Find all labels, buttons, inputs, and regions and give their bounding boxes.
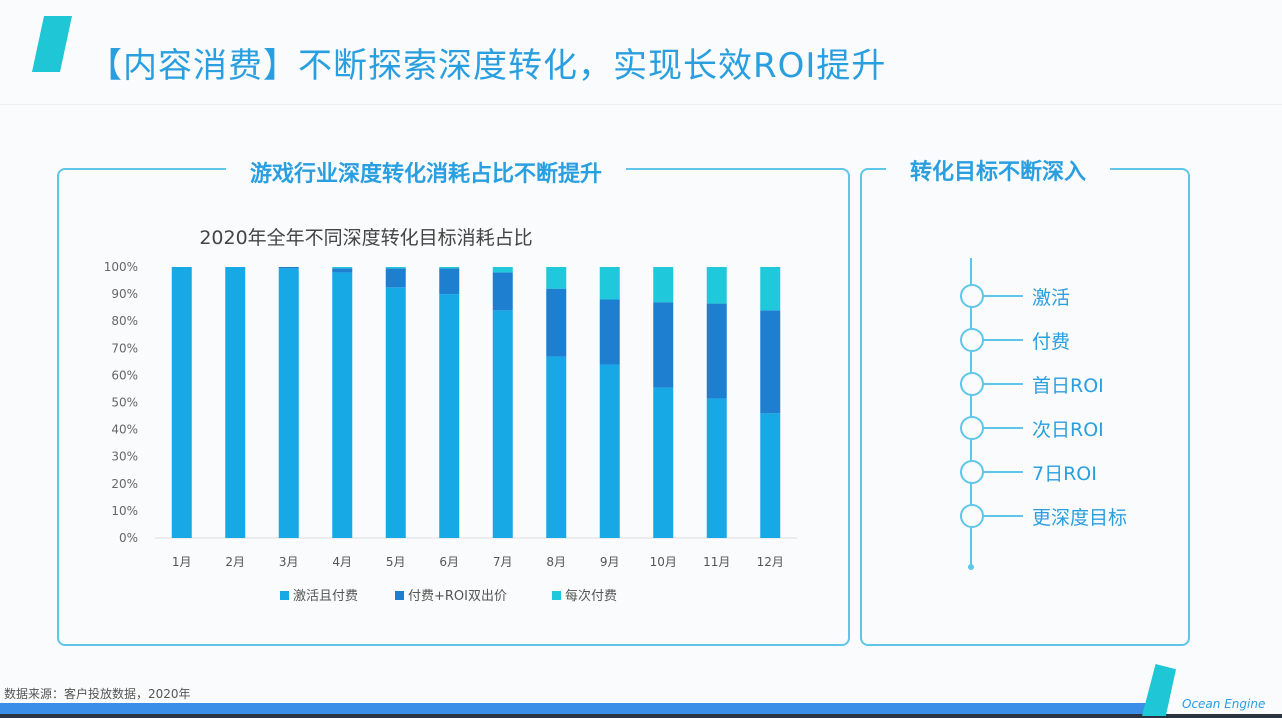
y-tick-label: 10% — [111, 504, 138, 518]
x-tick-label: 1月 — [172, 555, 192, 569]
x-tick-label: 3月 — [279, 555, 299, 569]
brand-logo-shape — [1142, 664, 1176, 716]
y-tick-label: 100% — [104, 260, 138, 274]
bar-segment — [706, 267, 727, 304]
y-tick-label: 60% — [111, 368, 138, 382]
bar-segment — [706, 303, 727, 399]
timeline-label: 次日ROI — [1032, 419, 1104, 441]
legend-swatch — [552, 591, 561, 600]
bar-segment — [653, 302, 674, 388]
bar-segment — [546, 267, 567, 289]
bar-segment — [760, 267, 781, 311]
timeline-label: 更深度目标 — [1032, 507, 1128, 529]
timeline-label: 激活 — [1032, 287, 1071, 309]
timeline-connector — [983, 339, 1023, 341]
y-tick-label: 30% — [111, 450, 138, 464]
x-tick-label: 5月 — [386, 555, 406, 569]
legend-swatch — [280, 591, 289, 600]
right-panel-title: 转化目标不断深入 — [886, 154, 1111, 186]
timeline-connector — [983, 515, 1023, 517]
timeline-connector — [983, 427, 1023, 429]
chart-title: 2020年全年不同深度转化目标消耗占比 — [199, 227, 532, 249]
y-tick-label: 0% — [119, 531, 138, 545]
x-tick-label: 10月 — [650, 555, 677, 569]
bar-segment — [439, 267, 460, 269]
data-source: 数据来源：客户投放数据，2020年 — [4, 687, 191, 701]
x-tick-label: 12月 — [757, 555, 784, 569]
y-tick-label: 40% — [111, 423, 138, 437]
y-tick-label: 20% — [111, 477, 138, 491]
stacked-bar-chart: 2020年全年不同深度转化目标消耗占比 0% 10% 20% 30% 40% 50% 60% 7… — [104, 227, 797, 604]
bar-segment — [439, 268, 460, 295]
x-tick-label: 7月 — [493, 555, 513, 569]
y-tick-label: 90% — [111, 287, 138, 301]
bar-segment — [492, 272, 513, 311]
footer-dark-bar — [0, 714, 1282, 718]
y-tick-label: 70% — [111, 341, 138, 355]
legend-label: 激活且付费 — [293, 589, 358, 604]
bar-segment — [332, 272, 353, 538]
footer-bar — [0, 703, 1150, 715]
brand-logo: Ocean Engine — [1182, 697, 1266, 711]
legend-swatch — [395, 591, 404, 600]
x-tick-label: 8月 — [546, 555, 566, 569]
timeline-label: 首日ROI — [1032, 375, 1104, 397]
bar-segment — [439, 294, 460, 538]
logo-shape — [32, 16, 72, 72]
timeline-connector — [983, 471, 1023, 473]
timeline-connector — [983, 295, 1023, 297]
timeline-line — [970, 258, 972, 566]
timeline-label: 7日ROI — [1032, 463, 1097, 485]
y-tick-label: 50% — [111, 396, 138, 410]
bar-segment — [278, 267, 299, 269]
timeline-node — [960, 504, 984, 528]
bar-segment — [492, 310, 513, 538]
timeline-label: 付费 — [1032, 331, 1071, 353]
bar-segment — [492, 267, 513, 273]
bar-segment — [546, 288, 567, 357]
bar-segment — [653, 267, 674, 303]
bar-segment — [332, 267, 353, 269]
divider — [0, 104, 1282, 105]
bar-segment — [385, 267, 406, 269]
bar-segment — [599, 299, 620, 365]
timeline-connector — [983, 383, 1023, 385]
right-panel — [860, 168, 1190, 646]
timeline-node — [960, 328, 984, 352]
timeline-node — [960, 284, 984, 308]
bar-segment — [171, 267, 192, 538]
bar-segment — [332, 268, 353, 273]
bar-segment — [385, 287, 406, 538]
legend-label: 付费+ROI双出价 — [408, 589, 507, 604]
bar-segment — [225, 267, 246, 538]
bar-segment — [599, 267, 620, 300]
left-panel-title: 游戏行业深度转化消耗占比不断提升 — [226, 156, 627, 188]
timeline-node — [960, 372, 984, 396]
x-tick-label: 11月 — [703, 555, 730, 569]
bar-segment — [546, 356, 567, 538]
legend-label: 每次付费 — [565, 588, 617, 604]
timeline-arrow — [968, 564, 974, 570]
bar-segment — [278, 268, 299, 538]
bar-segment — [760, 413, 781, 538]
x-tick-label: 2月 — [225, 555, 245, 569]
timeline-node — [960, 416, 984, 440]
timeline-node — [960, 460, 984, 484]
x-tick-label: 6月 — [439, 555, 459, 569]
x-tick-label: 9月 — [600, 555, 620, 569]
bar-segment — [706, 398, 727, 538]
bar-segment — [385, 268, 406, 288]
bar-segment — [653, 387, 674, 538]
x-tick-label: 4月 — [332, 555, 352, 569]
bar-segment — [760, 310, 781, 414]
bar-segment — [599, 364, 620, 538]
y-tick-label: 80% — [111, 314, 138, 328]
page-title: 【内容消费】不断探索深度转化，实现长效ROI提升 — [88, 46, 887, 86]
